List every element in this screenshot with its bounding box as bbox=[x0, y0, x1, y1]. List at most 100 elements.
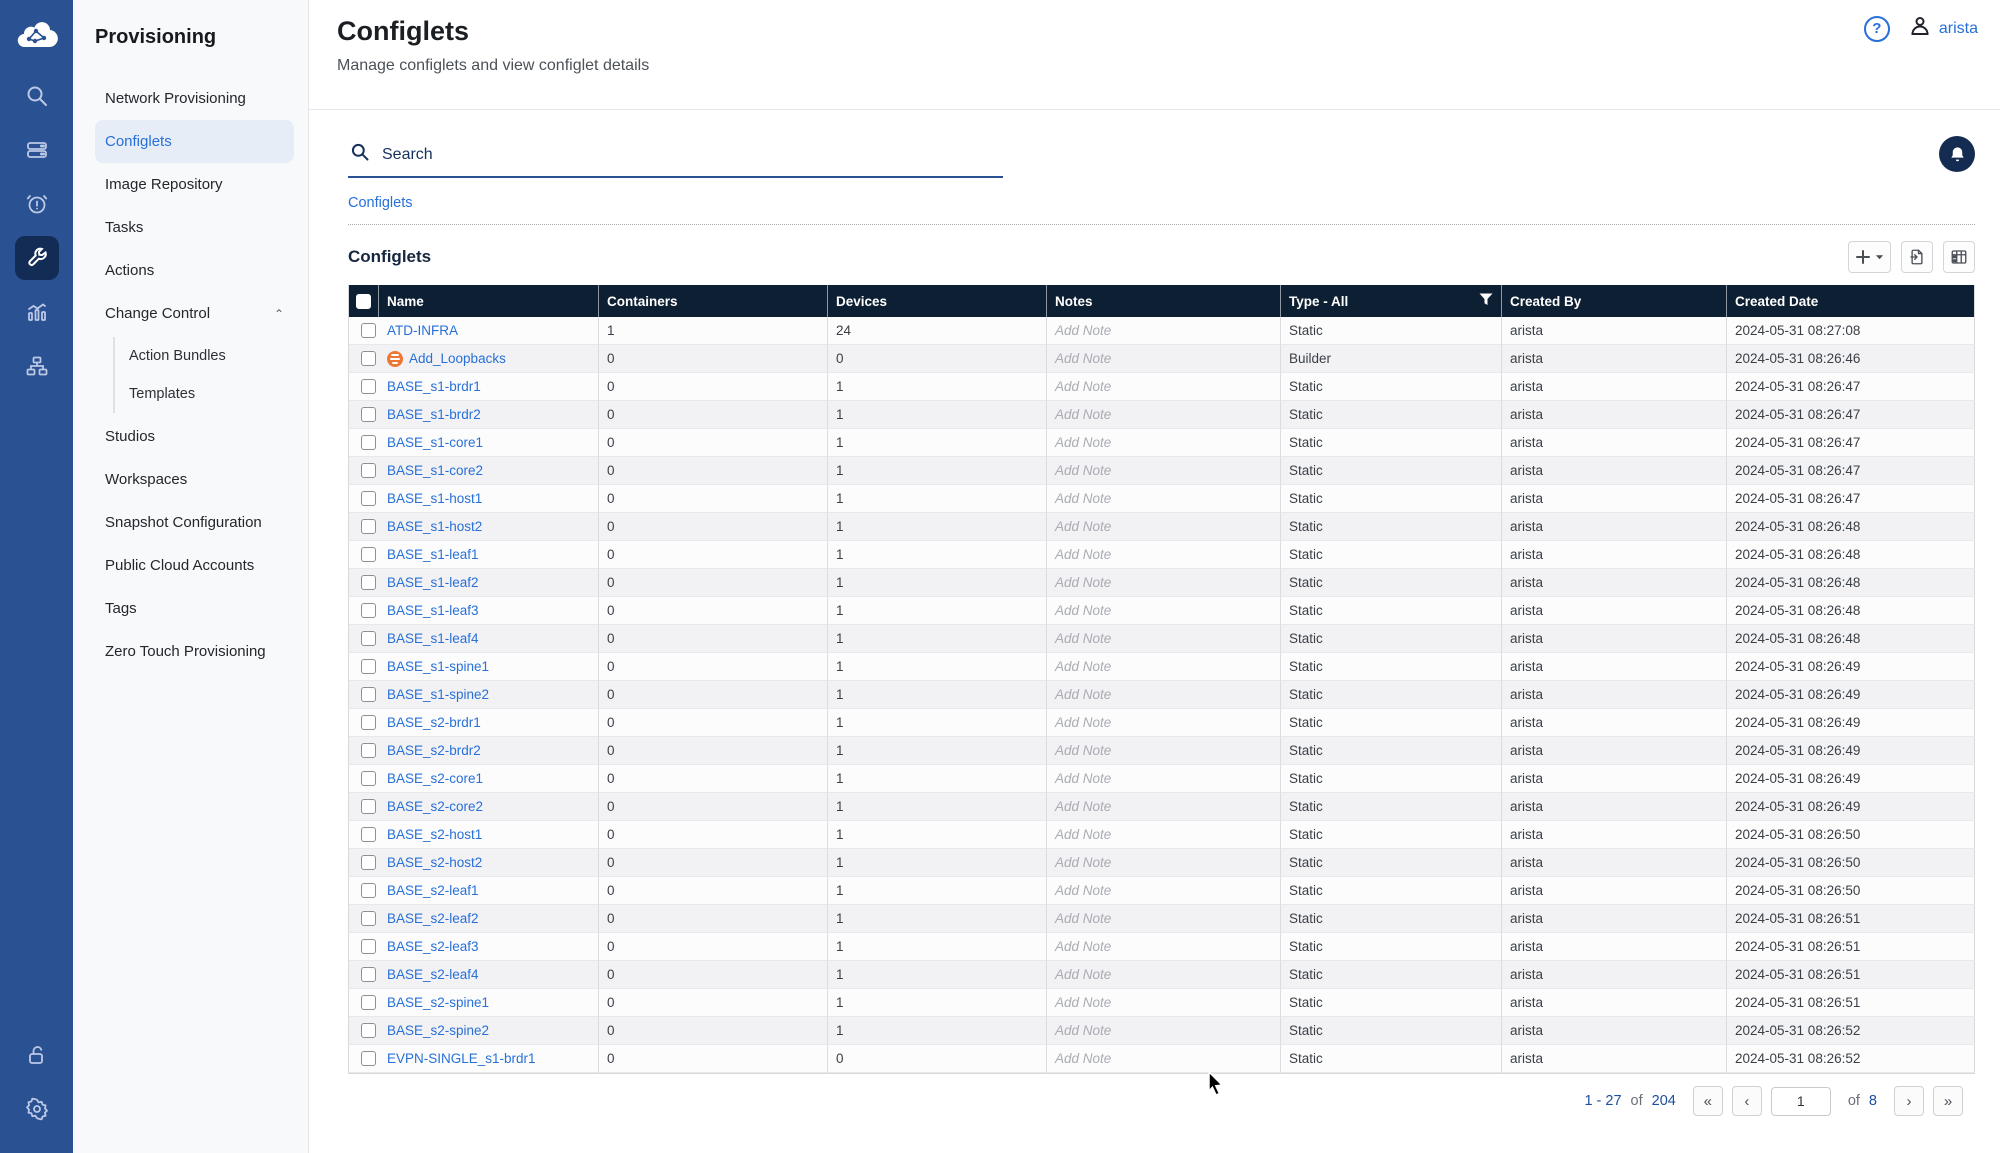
configlet-link[interactable]: BASE_s1-brdr1 bbox=[387, 379, 481, 394]
breadcrumb-configlets[interactable]: Configlets bbox=[348, 195, 412, 211]
configlet-link[interactable]: BASE_s2-leaf4 bbox=[387, 967, 479, 982]
row-checkbox[interactable] bbox=[361, 883, 376, 898]
sidebar-item-tasks[interactable]: Tasks bbox=[95, 206, 294, 249]
add-note-button[interactable]: Add Note bbox=[1055, 323, 1111, 338]
add-note-button[interactable]: Add Note bbox=[1055, 855, 1111, 870]
sidebar-subitem-templates[interactable]: Templates bbox=[115, 375, 294, 413]
sidebar-item-workspaces[interactable]: Workspaces bbox=[95, 458, 294, 501]
configlet-link[interactable]: BASE_s1-core2 bbox=[387, 463, 483, 478]
row-checkbox[interactable] bbox=[361, 967, 376, 982]
configlet-link[interactable]: BASE_s1-spine2 bbox=[387, 687, 489, 702]
row-checkbox[interactable] bbox=[361, 995, 376, 1010]
events-icon[interactable] bbox=[15, 182, 59, 226]
filter-icon[interactable] bbox=[1479, 293, 1493, 309]
row-checkbox[interactable] bbox=[361, 575, 376, 590]
add-configlet-button[interactable] bbox=[1848, 241, 1891, 273]
add-note-button[interactable]: Add Note bbox=[1055, 743, 1111, 758]
search-icon[interactable] bbox=[15, 74, 59, 118]
prev-page-button[interactable]: ‹ bbox=[1732, 1086, 1762, 1116]
user-menu[interactable]: arista bbox=[1908, 14, 1978, 43]
configlet-link[interactable]: BASE_s1-host1 bbox=[387, 491, 482, 506]
configlet-link[interactable]: BASE_s2-host1 bbox=[387, 827, 482, 842]
configlet-link[interactable]: BASE_s1-core1 bbox=[387, 435, 483, 450]
configlet-link[interactable]: BASE_s1-host2 bbox=[387, 519, 482, 534]
sidebar-item-change-control[interactable]: Change Control⌃ bbox=[95, 292, 294, 335]
configlet-link[interactable]: BASE_s2-leaf1 bbox=[387, 883, 479, 898]
column-settings-button[interactable] bbox=[1943, 241, 1975, 273]
row-checkbox[interactable] bbox=[361, 323, 376, 338]
configlet-link[interactable]: BASE_s2-spine2 bbox=[387, 1023, 489, 1038]
configlet-link[interactable]: BASE_s2-spine1 bbox=[387, 995, 489, 1010]
row-checkbox[interactable] bbox=[361, 659, 376, 674]
column-header-created-by[interactable]: Created By bbox=[1502, 285, 1727, 317]
add-note-button[interactable]: Add Note bbox=[1055, 799, 1111, 814]
sidebar-item-network-provisioning[interactable]: Network Provisioning bbox=[95, 77, 294, 120]
configlet-link[interactable]: BASE_s2-leaf3 bbox=[387, 939, 479, 954]
configlet-link[interactable]: BASE_s2-leaf2 bbox=[387, 911, 479, 926]
configlet-link[interactable]: Add_Loopbacks bbox=[387, 351, 506, 367]
row-checkbox[interactable] bbox=[361, 631, 376, 646]
metrics-icon[interactable] bbox=[15, 290, 59, 334]
row-checkbox[interactable] bbox=[361, 715, 376, 730]
configlet-link[interactable]: BASE_s2-core1 bbox=[387, 771, 483, 786]
add-note-button[interactable]: Add Note bbox=[1055, 547, 1111, 562]
lock-open-icon[interactable] bbox=[15, 1033, 59, 1077]
sidebar-item-configlets[interactable]: Configlets bbox=[95, 120, 294, 163]
configlet-link[interactable]: ATD-INFRA bbox=[387, 323, 458, 338]
sidebar-item-studios[interactable]: Studios bbox=[95, 415, 294, 458]
configlet-link[interactable]: BASE_s2-brdr2 bbox=[387, 743, 481, 758]
row-checkbox[interactable] bbox=[361, 491, 376, 506]
row-checkbox[interactable] bbox=[361, 463, 376, 478]
column-header-created-date[interactable]: Created Date bbox=[1727, 285, 1975, 317]
configlet-link[interactable]: BASE_s1-leaf3 bbox=[387, 603, 479, 618]
configlet-link[interactable]: BASE_s2-brdr1 bbox=[387, 715, 481, 730]
configlet-link[interactable]: BASE_s1-spine1 bbox=[387, 659, 489, 674]
row-checkbox[interactable] bbox=[361, 771, 376, 786]
search-input[interactable] bbox=[382, 146, 1001, 164]
row-checkbox[interactable] bbox=[361, 799, 376, 814]
row-checkbox[interactable] bbox=[361, 855, 376, 870]
configlet-link[interactable]: BASE_s1-leaf4 bbox=[387, 631, 479, 646]
add-note-button[interactable]: Add Note bbox=[1055, 911, 1111, 926]
row-checkbox[interactable] bbox=[361, 743, 376, 758]
provisioning-icon[interactable] bbox=[15, 236, 59, 280]
select-all-checkbox[interactable] bbox=[356, 294, 371, 309]
add-note-button[interactable]: Add Note bbox=[1055, 883, 1111, 898]
add-note-button[interactable]: Add Note bbox=[1055, 659, 1111, 674]
add-note-button[interactable]: Add Note bbox=[1055, 519, 1111, 534]
sidebar-item-image-repository[interactable]: Image Repository bbox=[95, 163, 294, 206]
configlet-link[interactable]: BASE_s2-host2 bbox=[387, 855, 482, 870]
column-header-type[interactable]: Type - All bbox=[1281, 285, 1502, 317]
add-note-button[interactable]: Add Note bbox=[1055, 715, 1111, 730]
configlet-link[interactable]: BASE_s1-leaf2 bbox=[387, 575, 479, 590]
add-note-button[interactable]: Add Note bbox=[1055, 435, 1111, 450]
add-note-button[interactable]: Add Note bbox=[1055, 939, 1111, 954]
add-note-button[interactable]: Add Note bbox=[1055, 407, 1111, 422]
row-checkbox[interactable] bbox=[361, 351, 376, 366]
add-note-button[interactable]: Add Note bbox=[1055, 995, 1111, 1010]
help-icon[interactable]: ? bbox=[1864, 16, 1890, 42]
row-checkbox[interactable] bbox=[361, 547, 376, 562]
column-header-devices[interactable]: Devices bbox=[828, 285, 1047, 317]
configlet-link[interactable]: EVPN-SINGLE_s1-brdr1 bbox=[387, 1051, 536, 1066]
add-note-button[interactable]: Add Note bbox=[1055, 575, 1111, 590]
row-checkbox[interactable] bbox=[361, 1023, 376, 1038]
add-note-button[interactable]: Add Note bbox=[1055, 967, 1111, 982]
row-checkbox[interactable] bbox=[361, 519, 376, 534]
add-note-button[interactable]: Add Note bbox=[1055, 491, 1111, 506]
configlet-link[interactable]: BASE_s1-leaf1 bbox=[387, 547, 479, 562]
add-note-button[interactable]: Add Note bbox=[1055, 827, 1111, 842]
sidebar-item-tags[interactable]: Tags bbox=[95, 587, 294, 630]
bell-icon[interactable] bbox=[1939, 136, 1975, 172]
configlet-link[interactable]: BASE_s2-core2 bbox=[387, 799, 483, 814]
sidebar-subitem-action-bundles[interactable]: Action Bundles bbox=[115, 337, 294, 375]
topology-icon[interactable] bbox=[15, 344, 59, 388]
next-page-button[interactable]: › bbox=[1894, 1086, 1924, 1116]
row-checkbox[interactable] bbox=[361, 827, 376, 842]
row-checkbox[interactable] bbox=[361, 379, 376, 394]
add-note-button[interactable]: Add Note bbox=[1055, 1051, 1111, 1066]
row-checkbox[interactable] bbox=[361, 407, 376, 422]
row-checkbox[interactable] bbox=[361, 687, 376, 702]
add-note-button[interactable]: Add Note bbox=[1055, 379, 1111, 394]
last-page-button[interactable]: » bbox=[1933, 1086, 1963, 1116]
